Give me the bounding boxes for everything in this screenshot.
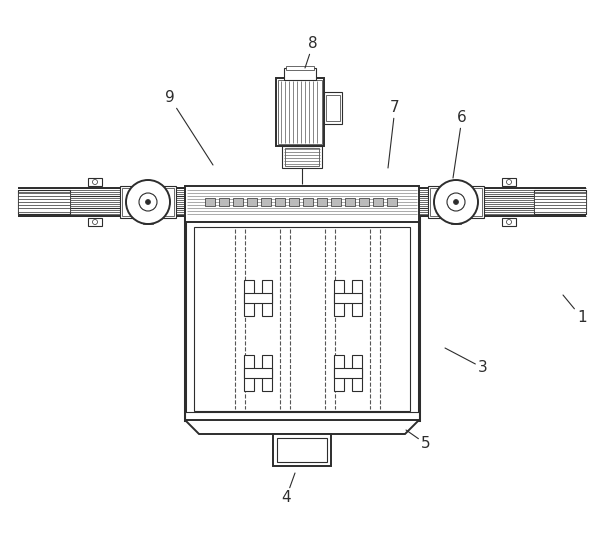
Bar — [502, 218, 516, 226]
Bar — [122, 188, 174, 216]
Bar — [244, 368, 272, 378]
Bar — [282, 146, 322, 168]
Bar — [233, 198, 243, 206]
Bar — [277, 438, 327, 462]
Bar — [334, 293, 362, 303]
Bar — [219, 198, 229, 206]
Bar — [352, 280, 362, 316]
Bar — [244, 355, 254, 391]
Text: 8: 8 — [305, 37, 318, 68]
Text: 4: 4 — [281, 473, 295, 505]
Bar — [185, 186, 419, 222]
Text: 5: 5 — [406, 430, 431, 452]
Bar — [286, 66, 314, 70]
Bar — [285, 148, 319, 166]
Bar — [326, 95, 340, 121]
Circle shape — [434, 180, 478, 224]
Polygon shape — [185, 420, 419, 434]
Bar — [317, 198, 327, 206]
Bar — [284, 68, 316, 80]
Bar — [373, 198, 383, 206]
Bar — [261, 198, 271, 206]
Circle shape — [507, 220, 512, 225]
Bar — [324, 92, 342, 124]
Bar — [247, 198, 257, 206]
Bar — [430, 188, 482, 216]
Bar — [18, 190, 70, 214]
Bar — [359, 198, 369, 206]
Circle shape — [92, 180, 97, 185]
Bar — [143, 216, 153, 224]
Bar — [534, 192, 586, 212]
Bar — [120, 186, 176, 218]
Bar — [244, 293, 272, 303]
Bar — [262, 355, 272, 391]
Bar — [289, 198, 299, 206]
Bar — [185, 412, 419, 420]
Bar — [273, 434, 331, 466]
Bar — [428, 186, 484, 218]
Text: 9: 9 — [165, 90, 213, 165]
Bar — [334, 368, 362, 378]
Bar — [244, 280, 254, 316]
Bar — [276, 78, 324, 146]
Bar — [185, 218, 419, 420]
Bar — [303, 198, 313, 206]
Bar — [502, 178, 516, 186]
Circle shape — [447, 193, 465, 211]
Bar — [331, 198, 341, 206]
Bar — [534, 190, 586, 214]
Bar — [18, 192, 70, 212]
Text: 7: 7 — [388, 100, 400, 168]
Circle shape — [146, 199, 150, 204]
Bar — [387, 198, 397, 206]
Bar — [451, 180, 461, 188]
Text: 3: 3 — [445, 348, 488, 375]
Text: 1: 1 — [563, 295, 587, 326]
Bar — [345, 198, 355, 206]
Circle shape — [92, 220, 97, 225]
Bar — [334, 280, 344, 316]
Bar — [262, 280, 272, 316]
Bar — [352, 355, 362, 391]
Bar — [275, 198, 285, 206]
Bar — [88, 218, 102, 226]
Bar — [88, 178, 102, 186]
Bar — [451, 216, 461, 224]
Bar — [278, 80, 322, 144]
Bar — [143, 180, 153, 188]
Circle shape — [507, 180, 512, 185]
Text: 6: 6 — [453, 111, 467, 178]
Bar — [205, 198, 215, 206]
Bar — [334, 355, 344, 391]
Bar — [194, 227, 410, 411]
Circle shape — [454, 199, 458, 204]
Circle shape — [139, 193, 157, 211]
Circle shape — [126, 180, 170, 224]
